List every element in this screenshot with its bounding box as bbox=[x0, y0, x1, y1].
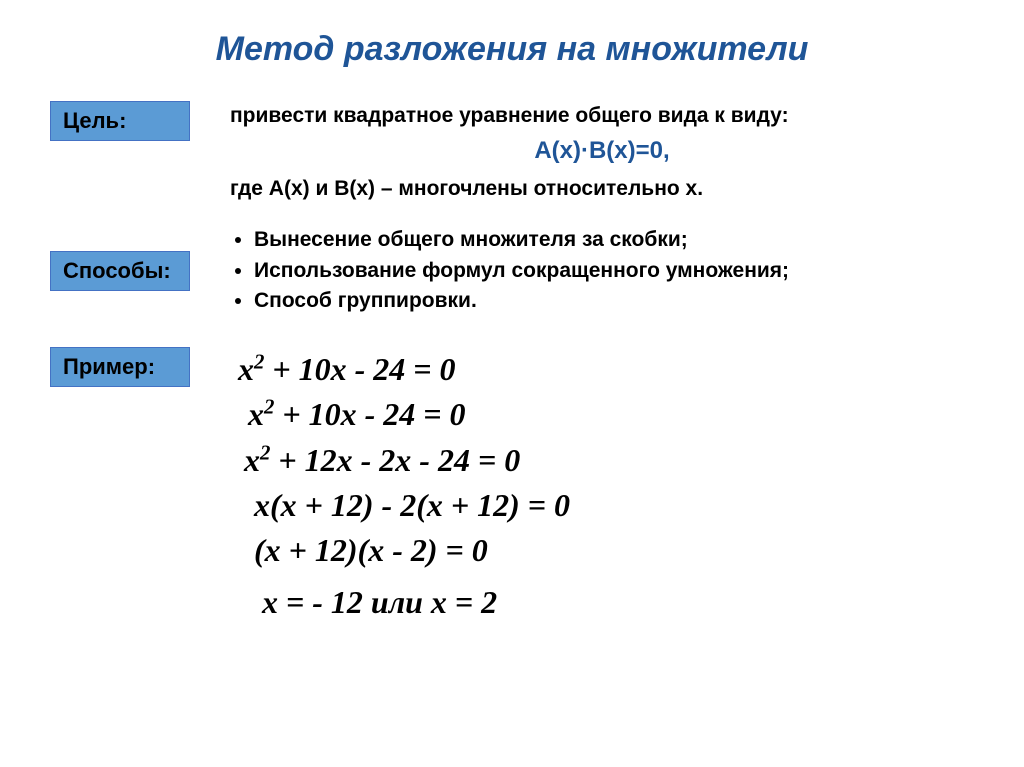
methods-label: Способы: bbox=[50, 251, 190, 291]
equation-line: x2 + 12x - 2x - 24 = 0 bbox=[238, 438, 570, 483]
goal-formula: А(х)·В(х)=0, bbox=[230, 134, 974, 168]
goal-section: Цель: привести квадратное уравнение обще… bbox=[50, 101, 974, 203]
goal-label: Цель: bbox=[50, 101, 190, 141]
equation-line: (x + 12)(x - 2) = 0 bbox=[238, 528, 570, 573]
slide-title: Метод разложения на множители bbox=[50, 30, 974, 69]
methods-content: Вынесение общего множителя за скобки; Ис… bbox=[230, 225, 974, 316]
goal-line2: где А(х) и В(х) – многочлены относительн… bbox=[230, 174, 974, 203]
goal-line1: привести квадратное уравнение общего вид… bbox=[230, 101, 974, 130]
methods-list: Вынесение общего множителя за скобки; Ис… bbox=[230, 225, 974, 316]
equation-line: x2 + 10x - 24 = 0 bbox=[238, 347, 570, 392]
equation-line: x2 + 10x - 24 = 0 bbox=[238, 392, 570, 437]
list-item: Использование формул сокращенного умноже… bbox=[254, 256, 974, 286]
example-section: Пример: x2 + 10x - 24 = 0 x2 + 10x - 24 … bbox=[50, 347, 974, 626]
equation-line: x(x + 12) - 2(x + 12) = 0 bbox=[238, 483, 570, 528]
example-equations: x2 + 10x - 24 = 0 x2 + 10x - 24 = 0 x2 +… bbox=[230, 347, 570, 626]
example-label: Пример: bbox=[50, 347, 190, 387]
methods-section: Способы: Вынесение общего множителя за с… bbox=[50, 225, 974, 316]
equation-line: x = - 12 или x = 2 bbox=[238, 580, 570, 625]
goal-content: привести квадратное уравнение общего вид… bbox=[230, 101, 974, 203]
list-item: Способ группировки. bbox=[254, 286, 974, 316]
list-item: Вынесение общего множителя за скобки; bbox=[254, 225, 974, 255]
